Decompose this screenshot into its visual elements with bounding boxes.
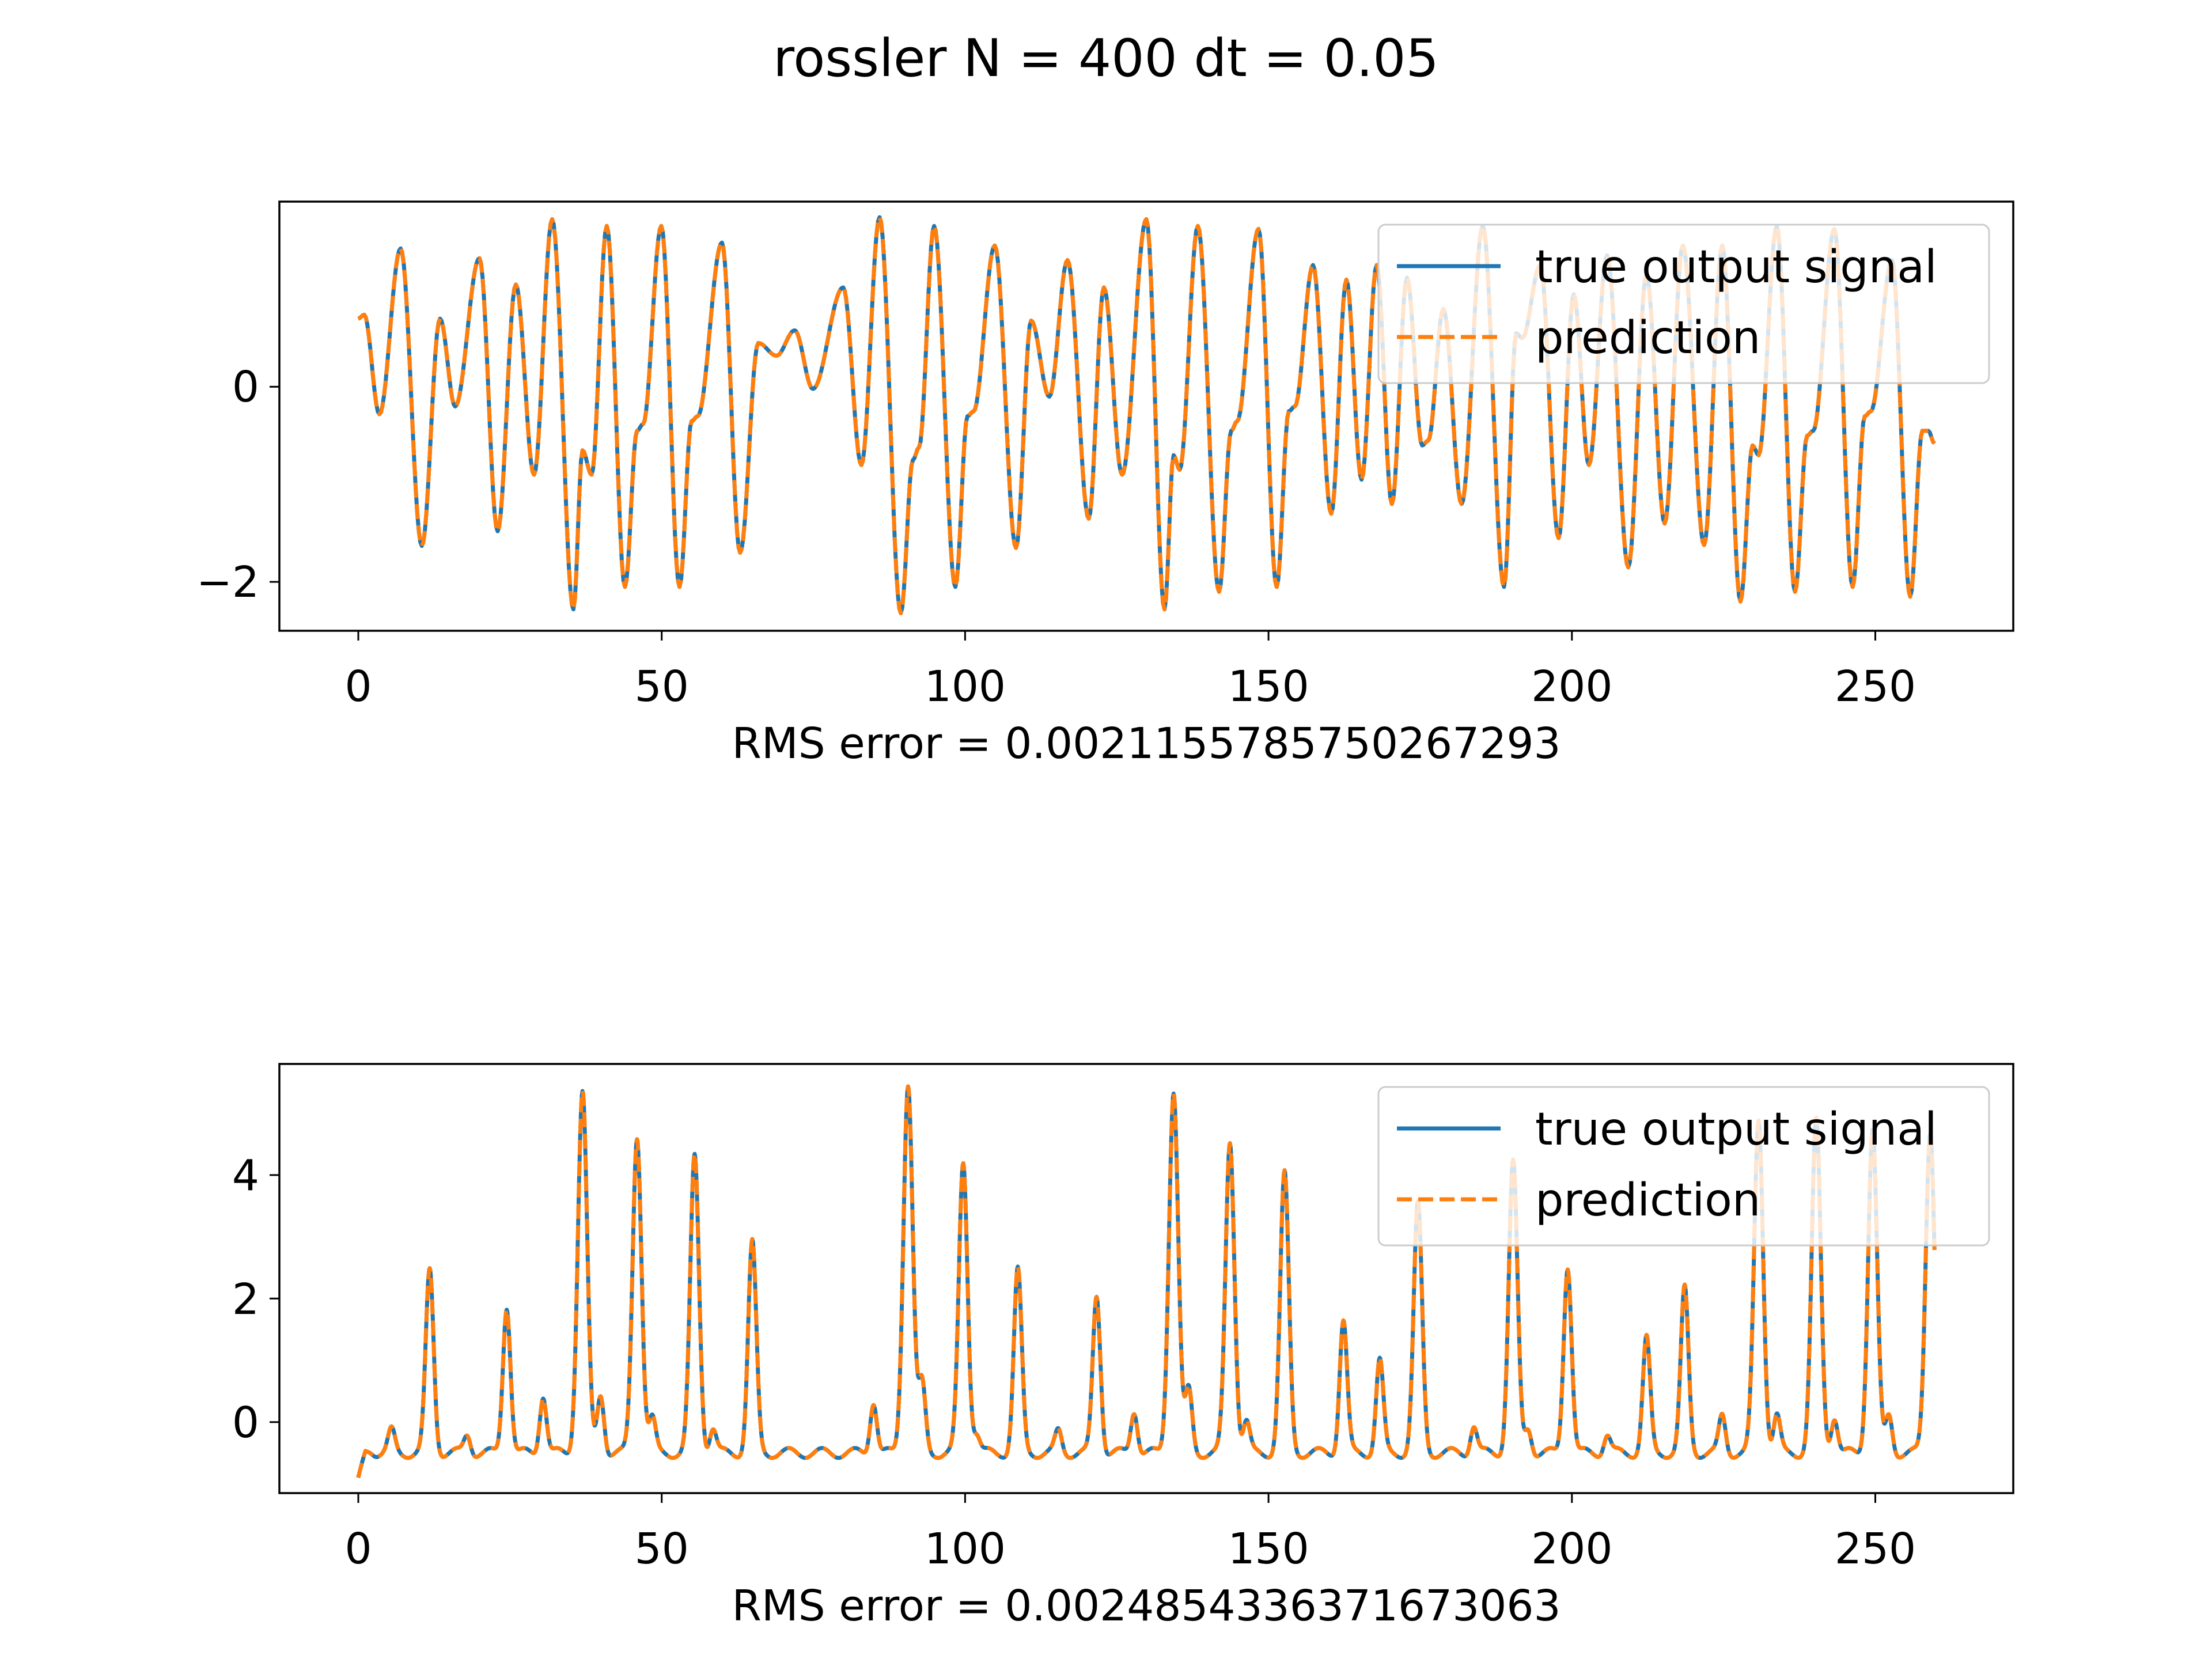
legend-label-prediction: prediction	[1535, 1175, 1760, 1226]
x-tick-label: 100	[925, 1524, 1006, 1574]
legend-label-true-output-signal: true output signal	[1535, 241, 1937, 293]
legend: true output signal prediction	[1377, 224, 1990, 384]
legend: true output signal prediction	[1377, 1086, 1990, 1247]
chart-panel-2: 0 50 100 150 200 250 0 2 4 RMS error = 0…	[232, 1063, 2014, 1631]
legend-box	[1377, 224, 1990, 384]
x-tick-label: 0	[344, 662, 372, 711]
x-tick-label: 100	[925, 662, 1006, 711]
x-tick-label: 0	[344, 1524, 372, 1574]
y-tick-label: 2	[232, 1275, 259, 1324]
y-axis: −2 0	[196, 362, 279, 607]
x-tick-label: 50	[635, 662, 689, 711]
legend-box	[1377, 1086, 1990, 1247]
x-tick-label: 200	[1531, 1524, 1612, 1574]
chart-panel-1: 0 50 100 150 200 250 −2 0 RMS error = 0.…	[196, 200, 2014, 768]
y-tick-label: 0	[232, 1398, 259, 1448]
y-tick-label: 0	[232, 362, 259, 412]
x-tick-label: 150	[1228, 1524, 1309, 1574]
x-tick-label: 250	[1835, 662, 1916, 711]
y-axis: 0 2 4	[232, 1151, 279, 1448]
x-tick-label: 50	[635, 1524, 689, 1574]
legend-label-true-output-signal: true output signal	[1535, 1104, 1937, 1156]
x-axis: 0 50 100 150 200 250	[344, 1493, 1916, 1574]
y-tick-label: 4	[232, 1151, 259, 1200]
series-prediction	[357, 215, 1936, 615]
y-tick-label: −2	[196, 558, 259, 607]
series-prediction	[356, 1084, 1937, 1479]
x-axis: 0 50 100 150 200 250	[344, 631, 1916, 711]
x-axis-label: RMS error = 0.0021155785750267293	[732, 719, 1560, 768]
axes-frame	[278, 200, 2014, 632]
legend-label-prediction: prediction	[1535, 312, 1760, 364]
axes-frame	[278, 1063, 2014, 1494]
x-tick-label: 250	[1835, 1524, 1916, 1574]
figure-title: rossler N = 400 dt = 0.05	[773, 28, 1439, 89]
x-axis-label: RMS error = 0.0024854336371673063	[732, 1581, 1560, 1631]
x-tick-label: 200	[1531, 662, 1612, 711]
x-tick-label: 150	[1228, 662, 1309, 711]
